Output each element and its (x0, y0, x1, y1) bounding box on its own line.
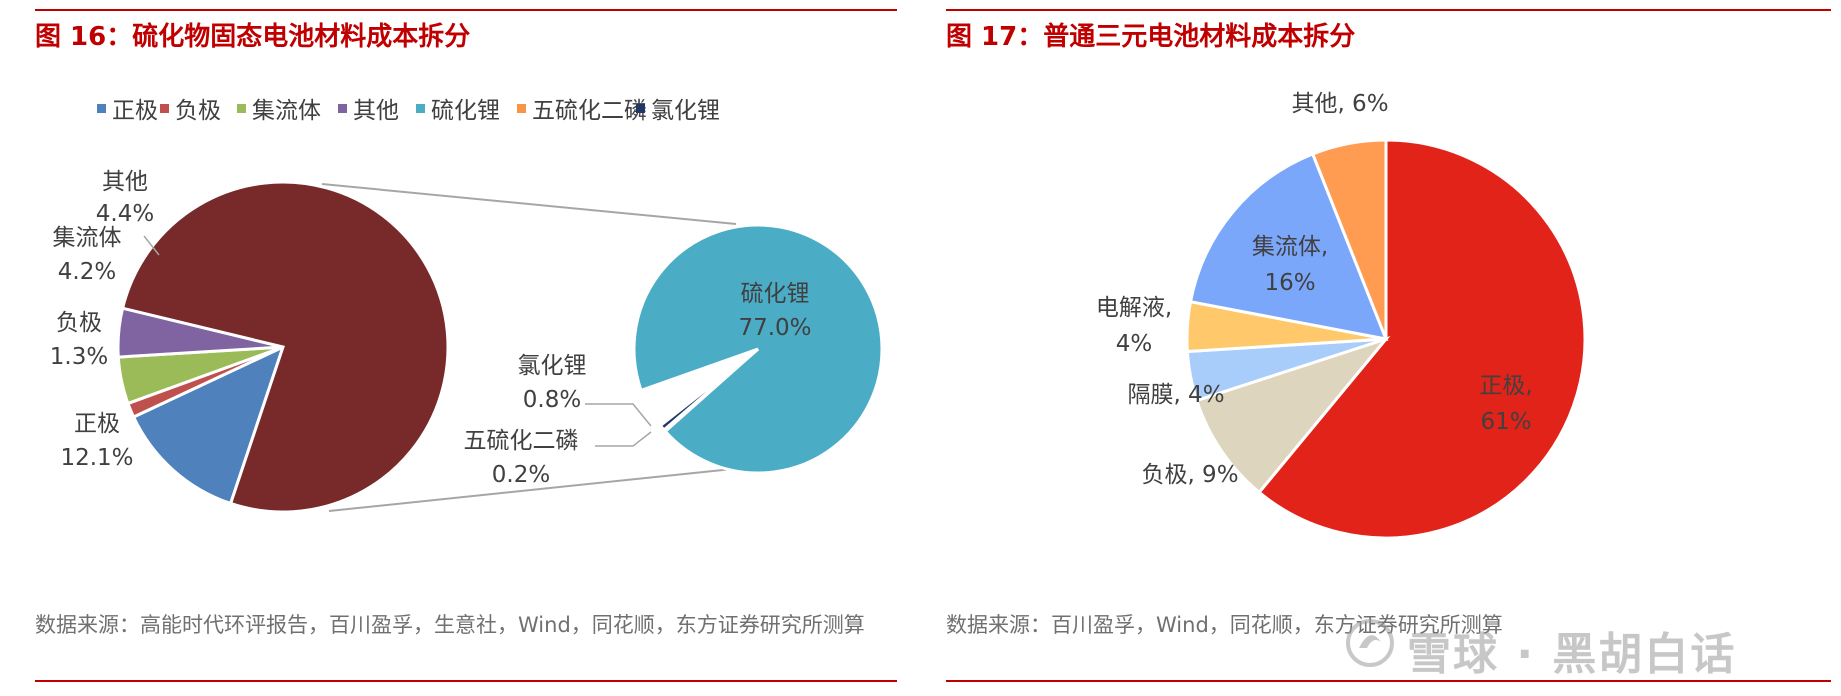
slice-qita (1310, 138, 1388, 340)
figure-title: 图 16：硫化物固态电池材料成本拆分 (35, 22, 471, 52)
label-zhengji: 正极 (74, 411, 120, 437)
slice-lvhuali (658, 347, 759, 432)
label-liuhuali: 硫化锂 (741, 281, 810, 307)
label-dianjieye: 电解液, (1096, 295, 1172, 321)
pie-of-pie-chart: 正极 负极 集流体 其他 硫化锂 五硫化二磷 氯化锂其他4.4%集流体4.2%负极1.3%正… (50, 98, 884, 514)
legend-swatch (160, 104, 169, 113)
legend-swatch (636, 104, 645, 113)
legend-label: 氯化锂 (651, 98, 720, 124)
label-jiliuti: 集流体, (1252, 234, 1328, 260)
value-wuliuhuaerlin: 0.2% (492, 462, 550, 488)
value-fuji: 1.3% (50, 344, 108, 370)
figure-17-panel: 图 17：普通三元电池材料成本拆分 正极, 61% 负极, 9% 隔膜, 4% 电解液,… (946, 0, 1831, 696)
bottom-rule (946, 680, 1831, 682)
legend-label: 硫化锂 (431, 98, 500, 124)
connector-line-bottom (328, 467, 743, 512)
legend-label: 集流体 (252, 98, 321, 124)
slice-electrolyte-group (120, 180, 450, 514)
value-jiliuti: 16% (1264, 270, 1315, 296)
figure-title: 图 17：普通三元电池材料成本拆分 (946, 22, 1356, 52)
source-note: 数据来源：百川盈孚，Wind，同花顺，东方证券研究所测算 (946, 613, 1503, 637)
legend-swatch (237, 104, 246, 113)
label-fuji: 负极, 9% (1141, 462, 1238, 488)
bottom-rule (35, 680, 897, 682)
legend-swatch (97, 104, 106, 113)
top-rule (946, 9, 1831, 11)
label-gemo: 隔膜, 4% (1127, 382, 1224, 408)
watermark-text: 雪球 · 黑胡白话 (1407, 629, 1737, 680)
figure-16-panel: 图 16：硫化物固态电池材料成本拆分 正极 负极 集流体 其他 硫化锂 五硫化二磷 氯化锂其… (35, 0, 897, 696)
label-wuliuhuaerlin: 五硫化二磷 (464, 428, 579, 454)
label-jiliuti: 集流体 (53, 225, 122, 251)
legend-label: 正极 (112, 98, 158, 124)
legend-label: 负极 (175, 98, 221, 124)
legend-label: 五硫化二磷 (532, 98, 647, 124)
legend-swatch (517, 104, 526, 113)
value-lvhuali: 0.8% (523, 387, 581, 413)
slice-zhengji (1257, 138, 1587, 540)
pie-chart: 正极, 61% 负极, 9% 隔膜, 4% 电解液, 4% 集流体, 16% 其他, 6% (1096, 91, 1587, 540)
source-note: 数据来源：高能时代环评报告，百川盈孚，生意社，Wind，同花顺，东方证券研究所测… (35, 613, 865, 637)
watermark: 雪球 · 黑胡白话 (1345, 612, 1785, 682)
label-qita: 其他 (102, 169, 148, 195)
value-qita: 4.4% (96, 201, 154, 227)
legend-swatch (338, 104, 347, 113)
top-rule (35, 9, 897, 11)
leader-line-wuliuhua (595, 431, 652, 447)
value-zhengji: 61% (1480, 409, 1531, 435)
value-zhengji: 12.1% (60, 445, 133, 471)
label-lvhuali: 氯化锂 (518, 353, 587, 379)
label-zhengji: 正极, (1479, 373, 1532, 399)
leader-line-lvhuali (585, 403, 652, 427)
value-jiliuti: 4.2% (58, 259, 116, 285)
slice-jiliuti (1188, 152, 1389, 341)
legend-swatch (416, 104, 425, 113)
label-fuji: 负极 (56, 310, 102, 336)
slice-zhengji (131, 344, 286, 506)
slice-fuji (1194, 335, 1391, 495)
snowball-logo-icon (1346, 619, 1394, 667)
value-liuhuali: 77.0% (738, 315, 811, 341)
label-qita: 其他, 6% (1291, 91, 1388, 117)
connector-line-top (321, 183, 737, 225)
legend-label: 其他 (353, 98, 399, 124)
value-dianjieye: 4% (1116, 331, 1153, 357)
leader-line-qita (143, 235, 160, 256)
